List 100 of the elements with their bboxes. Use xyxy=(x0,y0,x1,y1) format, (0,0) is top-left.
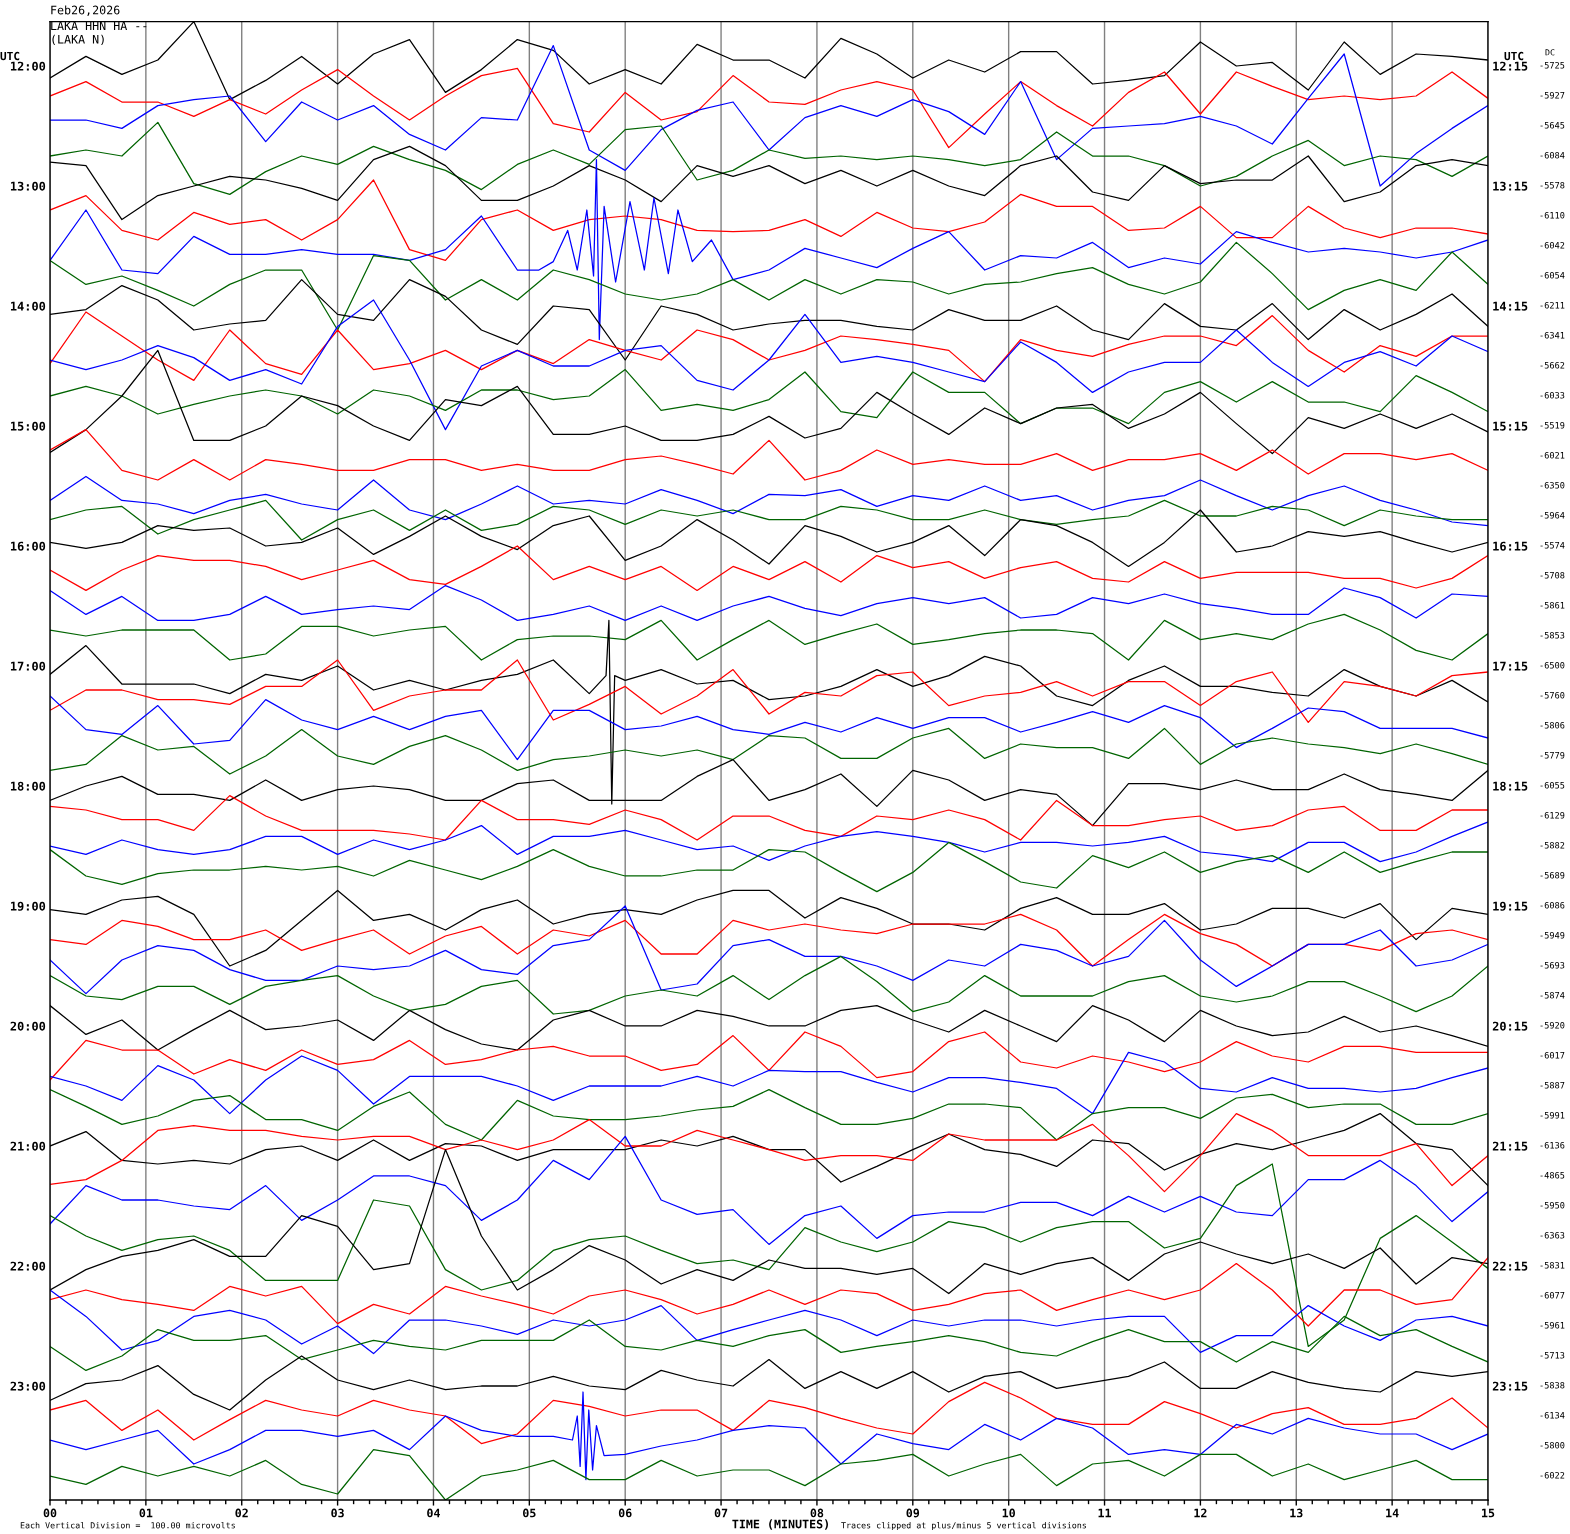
text: -5961 xyxy=(1540,1322,1565,1329)
line-series xyxy=(50,794,1488,841)
text: -6022 xyxy=(1540,1472,1565,1479)
line-series xyxy=(50,613,1488,661)
y2-tick-label: 13:15 xyxy=(1493,181,1528,191)
text: -5779 xyxy=(1540,752,1565,759)
text: -5689 xyxy=(1540,872,1565,879)
line-series xyxy=(50,475,1488,527)
y2-axis-title: UTC xyxy=(1504,51,1524,61)
line-series xyxy=(50,584,1488,622)
x-axis-title: TIME (MINUTES) xyxy=(732,1519,828,1530)
y-tick-label: 18:00 xyxy=(10,781,46,791)
line-series xyxy=(50,158,1488,341)
x-tick-label: 06 xyxy=(618,1508,632,1518)
text: -5853 xyxy=(1540,632,1565,639)
x-tick-label: 05 xyxy=(523,1508,536,1518)
x-tick-label: 13 xyxy=(1290,1508,1303,1518)
text: -5800 xyxy=(1540,1442,1565,1449)
y-tick-label: 21:00 xyxy=(10,1141,46,1151)
text: -5964 xyxy=(1540,512,1565,519)
line-series xyxy=(50,121,1488,196)
x-tick-label: 01 xyxy=(139,1508,153,1518)
x-tick-label: 12 xyxy=(1194,1508,1207,1518)
y-tick-label: 19:00 xyxy=(10,901,46,911)
y2-tick-label: 14:15 xyxy=(1493,301,1528,311)
text: -6077 xyxy=(1540,1292,1565,1299)
text: DC xyxy=(1545,49,1555,56)
text: -6136 xyxy=(1540,1142,1565,1149)
text: -5831 xyxy=(1540,1262,1565,1269)
line-series xyxy=(50,1088,1488,1141)
line-series xyxy=(50,1391,1488,1481)
text: -5949 xyxy=(1540,932,1565,939)
x-tick-label: 11 xyxy=(1098,1508,1111,1518)
y2-tick-label: 17:15 xyxy=(1493,661,1528,671)
text: -5874 xyxy=(1540,992,1565,999)
line-series xyxy=(50,1051,1488,1115)
y-tick-label: 15:00 xyxy=(10,421,46,431)
text: -6033 xyxy=(1540,392,1565,399)
text: -5838 xyxy=(1540,1382,1565,1389)
text: -5708 xyxy=(1540,572,1565,579)
text: -5882 xyxy=(1540,842,1565,849)
line-series xyxy=(50,311,1488,383)
text: -6084 xyxy=(1540,152,1565,159)
text: -6350 xyxy=(1540,482,1565,489)
x-tick-label: 04 xyxy=(427,1508,440,1518)
y-tick-label: 17:00 xyxy=(10,661,46,671)
line-series xyxy=(50,241,1488,331)
text: -5574 xyxy=(1540,542,1565,549)
line-series xyxy=(50,1381,1488,1445)
text: -6363 xyxy=(1540,1232,1565,1239)
text: -5519 xyxy=(1540,422,1565,429)
line-series xyxy=(50,368,1488,425)
y-tick-label: 20:00 xyxy=(10,1021,46,1031)
x-tick-label: 02 xyxy=(235,1508,248,1518)
text: -5950 xyxy=(1540,1202,1565,1209)
line-series xyxy=(50,299,1488,431)
line-series xyxy=(50,1031,1488,1081)
text: -5725 xyxy=(1540,62,1565,69)
y2-tick-label: 19:15 xyxy=(1493,901,1528,911)
x-tick-label: 09 xyxy=(906,1508,920,1518)
y2-tick-label: 22:15 xyxy=(1492,1261,1528,1271)
x-tick-label: 07 xyxy=(714,1508,728,1518)
line-series xyxy=(50,499,1488,541)
text: -5991 xyxy=(1540,1112,1565,1119)
text: Traces clipped at plus/minus 5 vertical divisions xyxy=(841,1521,1087,1531)
x-tick-label: 00 xyxy=(43,1508,57,1518)
text: -6042 xyxy=(1540,242,1565,249)
y2-tick-label: 15:15 xyxy=(1493,421,1528,431)
x-tick-label: 08 xyxy=(810,1508,824,1518)
text: -6054 xyxy=(1540,272,1565,279)
x-tick-label: 14 xyxy=(1386,1508,1399,1518)
x-tick-label: 03 xyxy=(331,1508,344,1518)
y2-tick-label: 18:15 xyxy=(1493,781,1528,791)
y-tick-label: 23:00 xyxy=(10,1381,46,1391)
line-series xyxy=(50,44,1488,187)
chart-subtitle: LAKA HHN HA -- (LAKA N) xyxy=(51,21,147,46)
text: -5578 xyxy=(1540,182,1565,189)
y-axis-title: UTC xyxy=(0,51,20,61)
line-series xyxy=(50,179,1488,262)
line-series xyxy=(50,695,1488,761)
y2-tick-label: 20:15 xyxy=(1492,1021,1528,1031)
y-tick-label: 16:00 xyxy=(10,541,46,551)
y2-tick-label: 23:15 xyxy=(1492,1381,1528,1391)
text: -6211 xyxy=(1540,302,1565,309)
text: -6110 xyxy=(1540,212,1565,219)
text: -6500 xyxy=(1540,662,1565,669)
text: Each Vertical Division = 100.00 microvolts xyxy=(20,1521,235,1529)
line-series xyxy=(50,955,1488,1015)
y2-tick-label: 12:15 xyxy=(1493,61,1528,71)
text: -6134 xyxy=(1540,1412,1565,1419)
x-tick-label: 10 xyxy=(1002,1508,1015,1518)
line-series xyxy=(50,841,1488,893)
line-series xyxy=(50,913,1488,967)
line-series xyxy=(50,1256,1488,1327)
line-series xyxy=(50,428,1488,481)
line-series xyxy=(50,659,1488,724)
text: -5760 xyxy=(1540,692,1565,699)
text: -5662 xyxy=(1540,362,1565,369)
text: -6129 xyxy=(1540,812,1565,819)
y2-tick-label: 21:15 xyxy=(1492,1141,1528,1151)
